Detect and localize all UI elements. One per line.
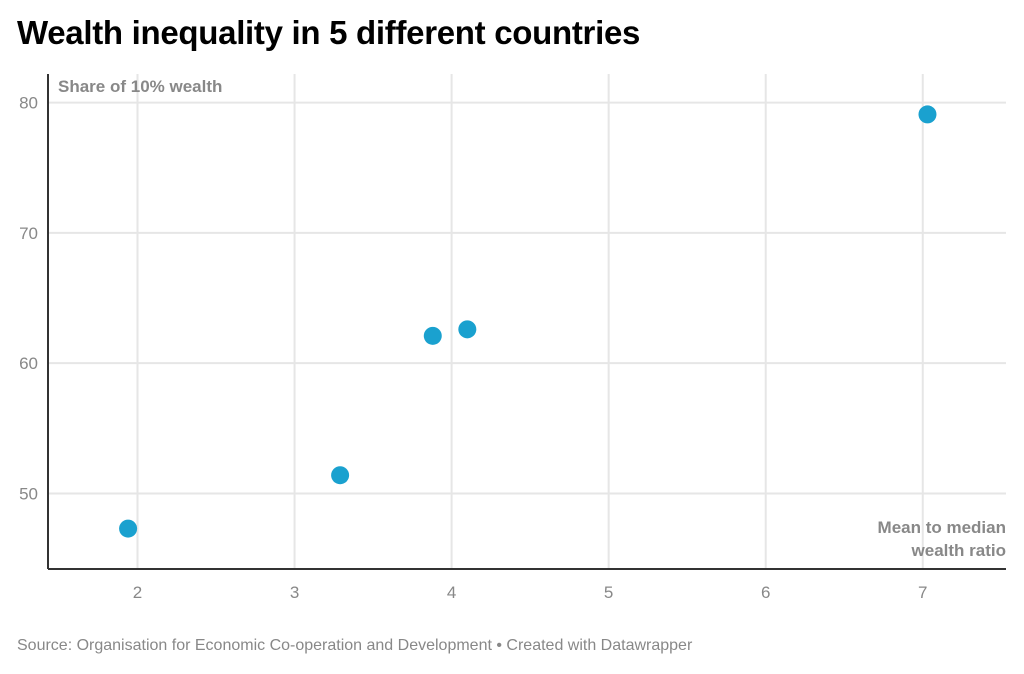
x-tick-labels: 2 3 4 5 6 7 xyxy=(133,583,928,602)
x-tick-label-2: 2 xyxy=(133,583,142,602)
y-tick-label-50: 50 xyxy=(19,484,38,503)
x-gridlines xyxy=(136,74,924,569)
data-point-2 xyxy=(331,466,350,485)
source-footer: Source: Organisation for Economic Co-ope… xyxy=(17,637,693,654)
chart-title: Wealth inequality in 5 different countri… xyxy=(17,14,641,51)
x-axis-title-line-2: wealth ratio xyxy=(911,541,1006,560)
x-tick-label-6: 6 xyxy=(761,583,770,602)
data-point-4 xyxy=(458,320,477,339)
data-point-5 xyxy=(918,105,937,124)
y-tick-label-80: 80 xyxy=(19,94,38,113)
y-gridlines xyxy=(48,101,1006,495)
x-tick-label-3: 3 xyxy=(290,583,299,602)
y-tick-labels: 50 60 70 80 xyxy=(19,94,38,504)
x-tick-label-5: 5 xyxy=(604,583,613,602)
data-point-3 xyxy=(423,326,442,345)
x-axis-title-line-1: Mean to median xyxy=(878,518,1006,537)
x-tick-label-4: 4 xyxy=(447,583,456,602)
data-points xyxy=(119,105,937,538)
y-axis-title: Share of 10% wealth xyxy=(58,77,222,96)
x-tick-label-7: 7 xyxy=(918,583,927,602)
data-point-1 xyxy=(119,519,138,538)
y-tick-label-70: 70 xyxy=(19,224,38,243)
y-tick-label-60: 60 xyxy=(19,354,38,373)
